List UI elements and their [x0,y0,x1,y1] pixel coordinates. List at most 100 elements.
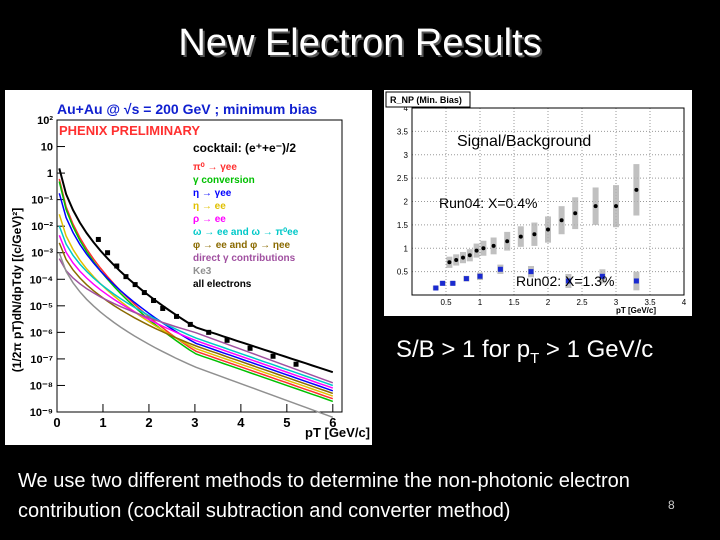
x-tick-label: 3 [191,415,198,430]
y-tick-label: 1.5 [397,221,409,230]
x-tick-label: 3.5 [644,298,656,307]
run04-point [481,246,486,251]
run04-point [634,187,639,192]
y-tick-label: 10⁻⁵ [30,301,53,313]
chart-subtitle: PHENIX PRELIMINARY [59,123,200,138]
data-point [95,236,101,242]
plot-frame [56,119,343,413]
run04-point [559,218,564,223]
legend-entry-8: Ke3 [193,266,212,277]
x-tick-label: 6 [329,415,336,430]
sb-prefix: S/B > 1 for p [396,336,531,363]
curve-2 [58,193,334,392]
legend-entry-9: all electrons [193,279,252,290]
y-tick-label: 10⁻⁸ [30,380,53,392]
run04-point [454,257,459,262]
y-tick-label: 2 [404,198,409,207]
y-tick-label: 3.5 [397,127,409,136]
run02-point [633,278,639,284]
curve-7 [58,258,334,384]
y-tick-label: 1 [47,168,53,180]
legend-entry-5: ω → ee and ω → π⁰ee [193,227,299,238]
legend-entry-3: η → ee [193,201,226,212]
y-tick-label: 10 [41,142,53,154]
x-tick-label: 1 [99,415,106,430]
y-tick-label: 10² [37,115,53,127]
data-point [187,321,193,327]
slide-title: New Electron Results [178,22,542,64]
x-axis-label: pT [GeV/c] [305,425,370,440]
legend-entry-1: γ conversion [193,175,255,186]
run04-point [474,248,479,253]
data-point [132,282,138,288]
data-point [105,250,111,256]
data-point [123,274,129,280]
y-tick-label: 3 [404,151,409,160]
chart-title: R_NP (Min. Bias) [390,95,462,105]
sb-suffix: > 1 GeV/c [539,336,654,363]
y-tick-label: 10⁻⁷ [30,354,53,366]
legend-entry-2: η → γee [193,188,232,199]
curve-4 [58,235,334,389]
run04-point [461,255,465,260]
x-tick-label: 2.5 [576,298,588,307]
run04-point [505,239,510,244]
sb-statement: S/B > 1 for pT > 1 GeV/c [396,336,653,367]
curve-9 [58,168,334,374]
x-tick-label: 2 [546,298,551,307]
y-tick-label: 10⁻⁴ [30,274,53,286]
run04-point [546,227,550,232]
page-number: 8 [668,498,675,512]
sb-subscript: T [530,349,540,367]
y-tick-label: 10⁻³ [31,248,53,260]
annotation-signal-background: Signal/Background [457,133,591,150]
x-tick-label: 0.5 [440,298,452,307]
y-tick-label: 4 [404,104,409,113]
y-tick-label: 0.5 [397,268,409,277]
y-axis-label: (1/2π pT)dN/dpTdy [(c/GeV)²] [10,208,24,373]
data-point [151,298,157,304]
run02-point [497,266,503,272]
y-tick-label: 10⁻⁶ [30,327,53,339]
run02-point [599,273,605,279]
run04-point [532,232,537,237]
legend-entry-7: direct γ contributions [193,253,296,264]
legend-title: cocktail: (e⁺+e⁻)/2 [193,141,296,155]
legend-entry-6: φ → ee and φ → ηee [193,240,291,251]
data-point [114,263,120,269]
data-point [293,361,299,367]
run02-point [565,278,571,284]
data-point [224,337,230,343]
spectrum-chart-panel: 10² 10 1 10⁻¹ 10⁻² 10⁻³ 10⁻⁴ 10⁻⁵ 10⁻⁶ 10⁻⁷ 10⁻⁸ 10… [5,90,372,445]
rnp-chart-panel: 0.5 1 1.5 2 2.5 3 3.5 4 0.5 1 1.5 2 2.5 3 3.5 4 R_NP (Mi… [384,90,692,316]
annotation-run02: Run02: X=1.3% [516,273,614,289]
x-tick-label: 1 [478,298,483,307]
run04-point [573,211,578,216]
run02-point [433,285,439,291]
y-tick-label: 10⁻⁹ [30,407,53,419]
x-tick-label: 2 [145,415,152,430]
run02-point [463,276,469,282]
y-tick-label: 10⁻² [31,221,53,233]
run02-point [528,269,534,275]
x-tick-label: 1.5 [508,298,520,307]
x-tick-label: 4 [237,415,245,430]
legend-entry-4: ρ → ee [193,214,226,225]
rnp-chart: 0.511.522.533.540.5 1 1.5 2 2.5 3 3.5 4R_NP (Mi… [385,91,687,315]
curve-5 [58,225,334,387]
data-point [141,290,147,296]
run04-point [593,204,598,209]
y-tick-label: 10⁻¹ [31,195,53,207]
x-tick-label: 4 [682,298,687,307]
run02-point [450,280,456,286]
run04-point [467,253,472,258]
run02-point [440,280,446,286]
body-text: We use two different methods to determin… [18,470,630,522]
legend-entry-0: π⁰ → γee [193,162,237,173]
data-point [160,305,166,311]
data-point [174,313,180,319]
run04-point [614,204,618,209]
run04-point [491,243,496,248]
chart-title-box [385,91,471,108]
curve-0 [58,178,334,400]
